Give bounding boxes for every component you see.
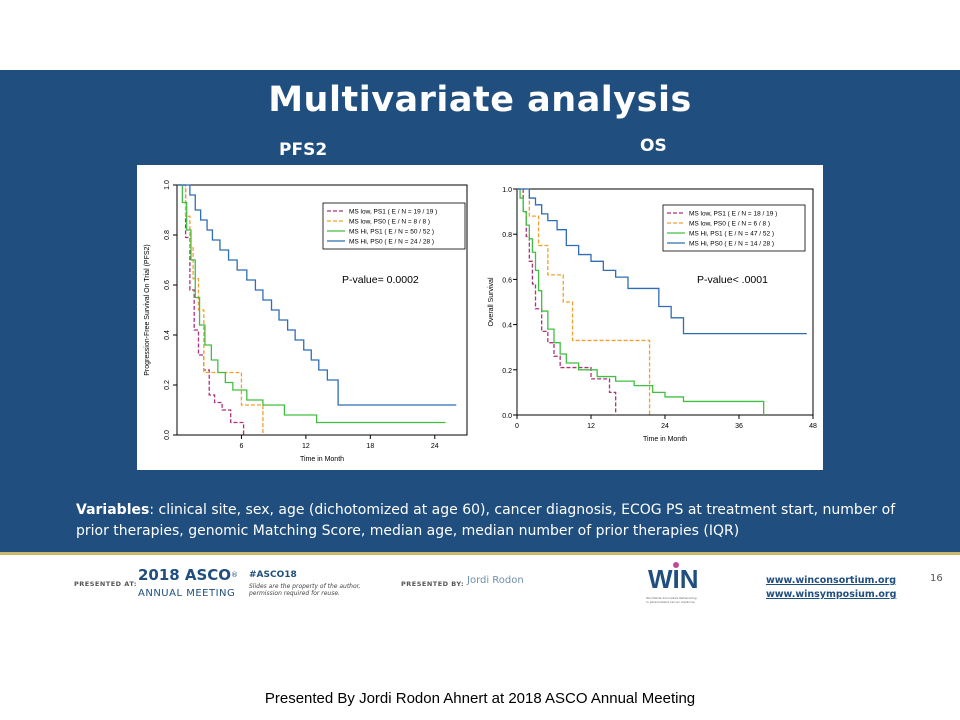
p-value-annotation: P-value= 0.0002 (342, 274, 419, 286)
hashtag: #ASCO18 (249, 570, 297, 580)
asco-sub: ANNUAL MEETING (138, 588, 236, 599)
y-tick-label: 1.0 (502, 187, 512, 194)
legend-label: MS low, PS0 ( E / N = 6 / 8 ) (689, 221, 770, 228)
x-axis-label: Time in Month (643, 436, 687, 443)
y-tick-label: 0.0 (164, 430, 171, 440)
copyright-note-1: Slides are the property of the author, (249, 583, 361, 590)
y-tick-label: 0.4 (164, 330, 171, 340)
series-line-1 (177, 184, 264, 435)
survival-charts: 0.0 0.2 0.4 0.6 0.8 1.0 6 12 18 24 Time in Month Pr… (144, 180, 817, 463)
presented-at-label: PRESENTED AT: (74, 580, 138, 588)
win-tagline: Worldwide Innovative Networking in perso… (646, 596, 697, 604)
y-tick-label: 0.2 (164, 380, 171, 390)
x-axis-label: Time in Month (300, 456, 344, 463)
win-logo-dot (673, 562, 679, 568)
y-axis-label: Overall Survival (488, 277, 495, 326)
legend-box (322, 202, 466, 250)
pfs2-label: PFS2 (279, 140, 328, 160)
variables-list: : clinical site, sex, age (dichotomized … (76, 502, 896, 539)
legend: MS low, PS1 ( E / N = 19 / 19 ) MS low, P… (322, 202, 466, 250)
chart-os: 0.0 0.2 0.4 0.6 0.8 1.0 0 12 24 36 48 Time in Month… (488, 187, 817, 443)
p-value-annotation: P-value< .0001 (697, 274, 768, 286)
x-tick-label: 0 (515, 423, 519, 430)
page-number: 16 (930, 573, 943, 584)
legend-label: MS Hi, PS0 ( E / N = 14 / 28 ) (689, 241, 774, 248)
legend-label: MS Hi, PS1 ( E / N = 50 / 52 ) (349, 229, 434, 236)
band-divider (0, 552, 960, 555)
x-tick-label: 12 (587, 423, 595, 430)
legend-label: MS low, PS1 ( E / N = 18 / 19 ) (689, 211, 777, 218)
chart-pfs2: 0.0 0.2 0.4 0.6 0.8 1.0 6 12 18 24 Time in Month Pr… (144, 180, 468, 463)
y-tick-label: 0.8 (164, 230, 171, 240)
plot-frame (176, 184, 468, 436)
asco-name: ASCO (184, 566, 232, 584)
presenter-name: Jordi Rodon (467, 575, 524, 586)
legend-box (662, 204, 806, 252)
x-tick-label: 24 (431, 443, 439, 450)
legend-label: MS Hi, PS0 ( E / N = 24 / 28 ) (349, 239, 434, 246)
asco-logo: 2018 ASCO® ANNUAL MEETING (138, 567, 238, 602)
variables-text: Variables: clinical site, sex, age (dich… (76, 500, 896, 542)
series-line-2 (517, 188, 765, 415)
asco-registered: ® (231, 571, 239, 579)
variables-label: Variables (76, 502, 150, 518)
win-logo: WIN Worldwide Innovative Networking in p… (646, 560, 706, 604)
series-line-3 (517, 188, 807, 335)
x-tick-label: 18 (366, 443, 374, 450)
os-label: OS (640, 136, 667, 156)
legend-label: MS Hi, PS1 ( E / N = 47 / 52 ) (689, 231, 774, 238)
x-tick-label: 6 (239, 443, 243, 450)
presentation-caption: Presented By Jordi Rodon Ahnert at 2018 … (264, 690, 696, 707)
x-tick-label: 36 (735, 423, 743, 430)
legend: MS low, PS1 ( E / N = 18 / 19 ) MS low, P… (662, 204, 806, 252)
win-logo-mark: WIN (648, 562, 699, 594)
link-winconsortium[interactable]: www.winconsortium.org (766, 575, 896, 586)
y-tick-label: 0.6 (164, 280, 171, 290)
presented-by-label: PRESENTED BY: (401, 580, 465, 588)
x-tick-label: 48 (809, 423, 817, 430)
hashtag-block: #ASCO18 Slides are the property of the a… (249, 570, 360, 597)
series-line-2 (177, 184, 446, 424)
x-tick-label: 24 (661, 423, 669, 430)
series-line-0 (517, 188, 617, 415)
asco-year: 2018 (138, 566, 180, 584)
y-tick-label: 0.0 (502, 413, 512, 420)
legend-label: MS low, PS0 ( E / N = 8 / 8 ) (349, 219, 430, 226)
x-tick-label: 12 (302, 443, 310, 450)
copyright-note-2: permission required for reuse. (249, 590, 340, 597)
series-line-0 (177, 184, 245, 435)
y-tick-label: 0.2 (502, 368, 512, 375)
link-winsymposium[interactable]: www.winsymposium.org (766, 589, 897, 600)
legend-label: MS low, PS1 ( E / N = 19 / 19 ) (349, 209, 437, 216)
y-tick-label: 0.8 (502, 232, 512, 239)
y-tick-label: 0.6 (502, 277, 512, 284)
y-axis-label: Progression-Free Survival On Trial (PFS2… (144, 244, 151, 375)
win-logo-text: WIN (648, 564, 699, 592)
y-tick-label: 0.4 (502, 323, 512, 330)
chart-panel: 0.0 0.2 0.4 0.6 0.8 1.0 6 12 18 24 Time in Month Pr… (137, 165, 823, 470)
series-line-3 (177, 184, 457, 406)
y-tick-label: 1.0 (164, 180, 171, 190)
slide-title: Multivariate analysis (268, 80, 692, 120)
